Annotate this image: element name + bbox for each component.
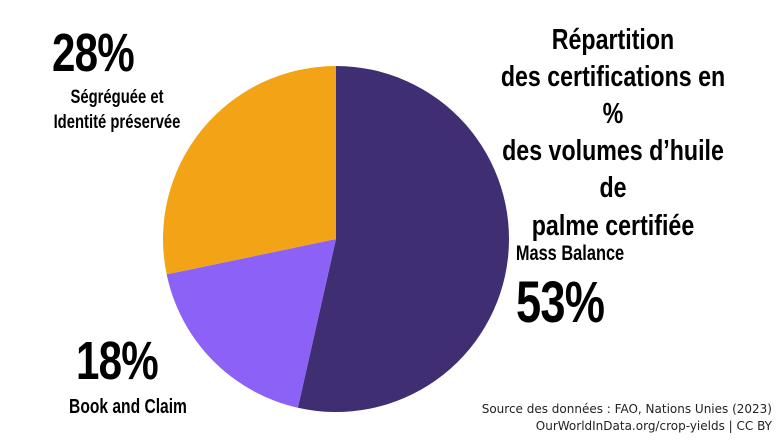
segregated-name-label: Ségréguée et Identité préservée bbox=[43, 86, 191, 135]
source-line-1: Source des données : FAO, Nations Unies … bbox=[481, 402, 772, 416]
pie-slice-s-gr-gu-e-et-identit-pr-serv-e bbox=[163, 66, 336, 275]
mass-balance-name-label: Mass Balance bbox=[515, 242, 625, 265]
segregated-percent-label: 28% bbox=[52, 23, 135, 83]
chart-title: Répartition des certifications en % des … bbox=[489, 22, 737, 245]
source-line-2: OurWorldInData.org/crop-yields | CC BY bbox=[535, 419, 772, 434]
source-note: Source des données : FAO, Nations Unies … bbox=[482, 401, 772, 436]
segregated-name-line-1: Ségréguée et bbox=[70, 87, 164, 108]
segregated-name-line-2: Identité préservée bbox=[53, 111, 181, 133]
title-line-1: Répartition bbox=[551, 24, 675, 56]
book-claim-percent-label: 18% bbox=[76, 331, 159, 391]
title-line-3: des volumes d’huile de bbox=[502, 135, 724, 205]
title-line-2: des certifications en % bbox=[500, 61, 726, 131]
mass-balance-percent-label: 53% bbox=[516, 270, 605, 335]
pie-slice-book-and-claim bbox=[166, 239, 336, 408]
pie-slice-mass-balance bbox=[297, 66, 509, 412]
title-line-4: palme certifiée bbox=[531, 209, 695, 242]
book-claim-name-label: Book and Claim bbox=[69, 396, 187, 418]
